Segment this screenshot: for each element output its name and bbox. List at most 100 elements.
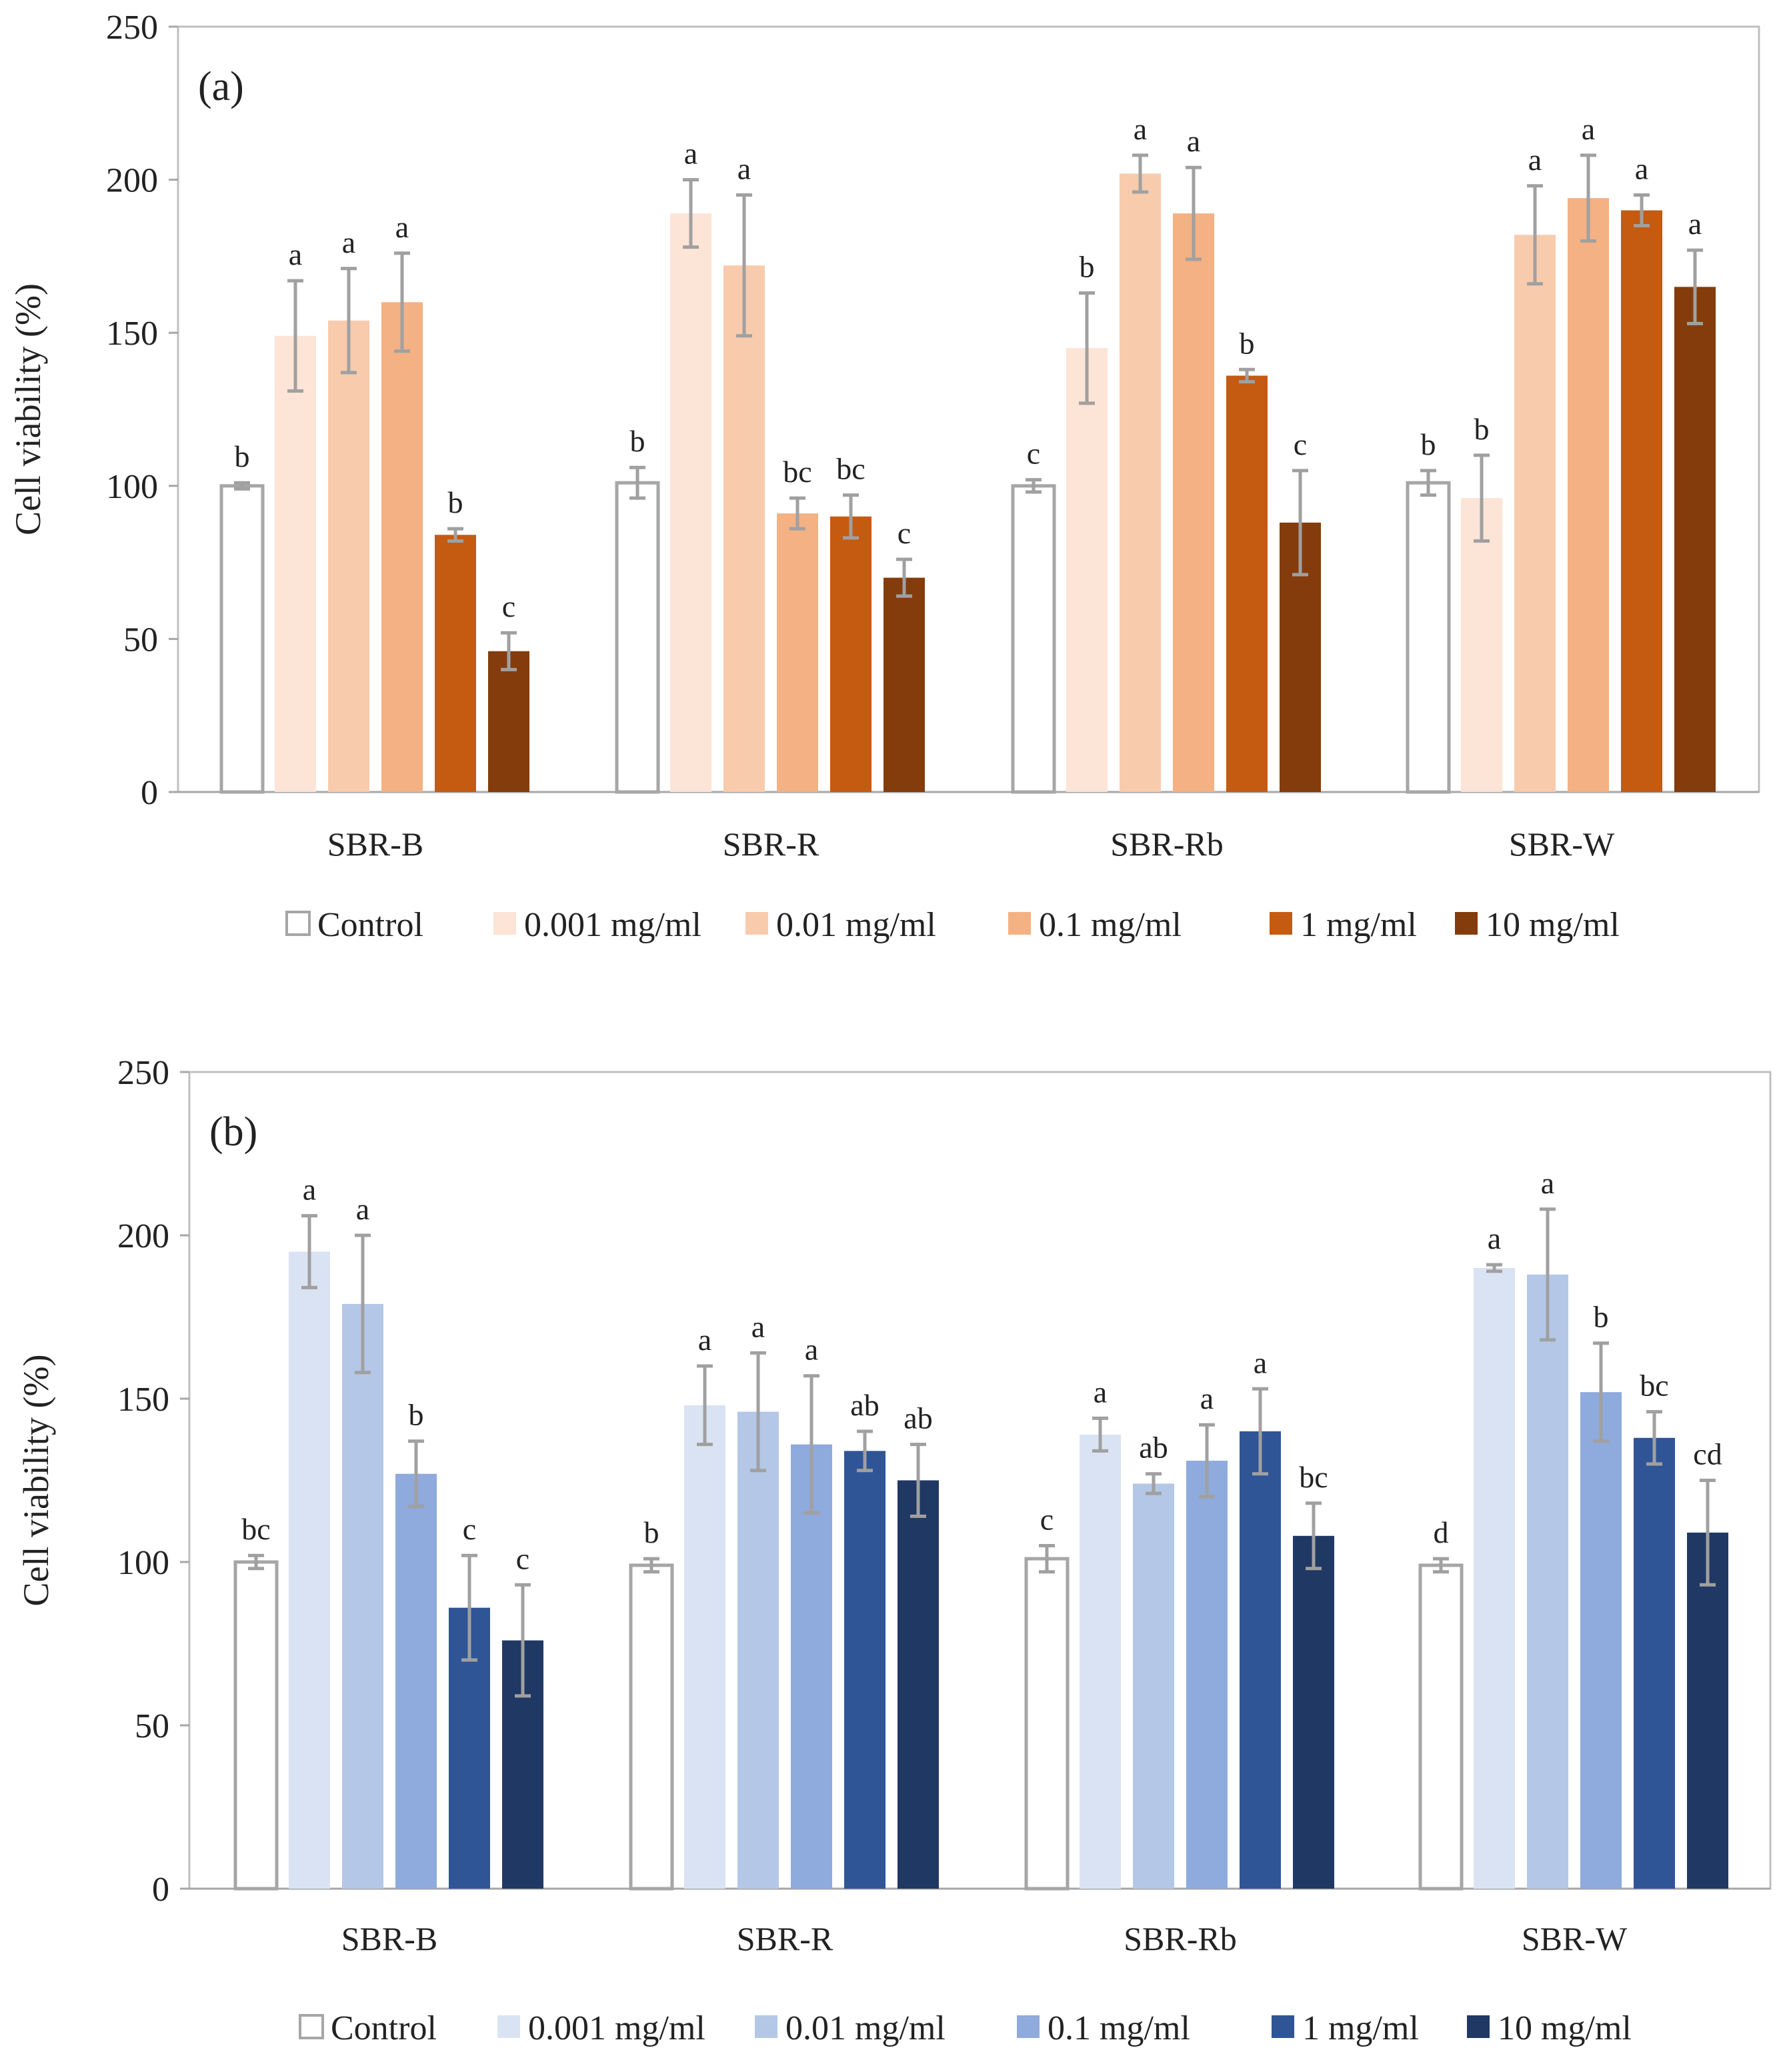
significance-letter: b [235,439,250,473]
significance-letter: b [1474,412,1490,446]
bar [1173,213,1214,792]
bar [395,1473,437,1889]
y-tick-label: 100 [117,1544,169,1582]
y-tick-label: 0 [141,774,158,812]
y-tick-label: 0 [152,1871,169,1909]
category-label: SBR-W [1509,825,1615,863]
significance-letter: a [737,152,751,186]
bar [1293,1535,1334,1889]
legend-label: 0.001 mg/ml [528,2009,705,2047]
y-tick-label: 250 [106,9,158,47]
y-tick-label: 250 [117,1054,169,1092]
significance-letter: a [698,1323,711,1357]
legend-swatch [745,912,768,935]
legend-label: 0.01 mg/ml [785,2009,946,2047]
category-label: SBR-R [723,825,819,863]
significance-letter: bc [836,452,865,486]
y-tick-label: 100 [106,468,158,506]
panel-label: (a) [198,64,244,109]
bar [233,1560,279,1891]
bar [328,320,369,792]
bar [684,1405,725,1889]
y-axis-title: Cell viability (%) [16,1355,56,1607]
bar [1461,498,1502,792]
bar [1634,1437,1675,1889]
bar [1621,210,1662,792]
y-tick-label: 200 [106,162,158,200]
significance-letter: a [1134,112,1147,146]
significance-letter: a [1254,1345,1267,1379]
significance-letter: a [342,225,355,259]
bar [275,335,316,792]
significance-letter: c [1027,437,1040,471]
bar [898,1480,939,1889]
legend-label: 0.01 mg/ml [776,906,936,944]
legend-label: 1 mg/ml [1302,2009,1419,2047]
bar [435,535,476,792]
y-tick-label: 150 [117,1381,169,1419]
significance-letter: c [1294,427,1307,461]
legend-label: 0.1 mg/ml [1048,2009,1190,2047]
legend-label: 0.001 mg/ml [524,906,701,944]
significance-letter: b [1594,1300,1609,1334]
significance-letter: ab [1139,1431,1168,1465]
legend-swatch [1017,2015,1040,2038]
significance-letter: b [630,424,645,458]
significance-letter: b [1240,326,1255,360]
bar [629,1563,674,1891]
legend-label: 10 mg/ml [1498,2009,1632,2047]
significance-letter: bc [1299,1460,1328,1494]
significance-letter: a [751,1309,765,1343]
bar [219,484,265,794]
significance-letter: b [1421,427,1436,461]
bar [777,513,818,792]
legend-label: 10 mg/ml [1486,906,1620,944]
y-axis-title: Cell viability (%) [8,283,48,535]
legend-label: Control [331,2009,437,2047]
bar [342,1303,383,1889]
significance-letter: b [448,485,463,519]
bar [1011,484,1056,794]
significance-letter: c [463,1512,476,1546]
bar [615,481,660,794]
bar [1474,1268,1515,1889]
bar [883,577,925,792]
significance-letter: ab [904,1401,932,1435]
significance-letter: a [1688,207,1702,241]
significance-letter: a [805,1333,818,1367]
bar [488,651,529,792]
category-label: SBR-B [327,825,424,863]
significance-letter: b [644,1515,659,1549]
legend-swatch [755,2015,777,2038]
y-tick-label: 50 [135,1707,169,1745]
bar [830,516,871,792]
significance-letter: a [356,1192,369,1226]
significance-letter: bc [241,1512,270,1546]
significance-letter: b [1080,250,1095,284]
y-tick-label: 50 [123,621,158,659]
significance-letter: c [516,1541,529,1575]
significance-letter: cd [1693,1437,1722,1471]
significance-letter: a [1187,124,1200,158]
category-label: SBR-W [1522,1920,1628,1957]
bar [1240,1431,1281,1889]
bar [1226,375,1268,792]
bar [1066,348,1108,792]
bar [1687,1532,1728,1889]
bar [289,1251,330,1889]
legend-swatch [1455,912,1478,935]
significance-letter: a [395,210,409,244]
panel-label: (b) [209,1109,257,1155]
significance-letter: a [1200,1381,1214,1415]
y-tick-label: 200 [117,1217,169,1255]
significance-letter: bc [783,455,811,489]
legend-swatch [1272,2015,1294,2038]
bar [1120,173,1161,792]
significance-letter: a [1094,1375,1107,1409]
significance-letter: b [409,1398,424,1432]
bar [723,265,765,792]
bar [1406,481,1451,794]
legend-label: 0.1 mg/ml [1039,906,1182,944]
